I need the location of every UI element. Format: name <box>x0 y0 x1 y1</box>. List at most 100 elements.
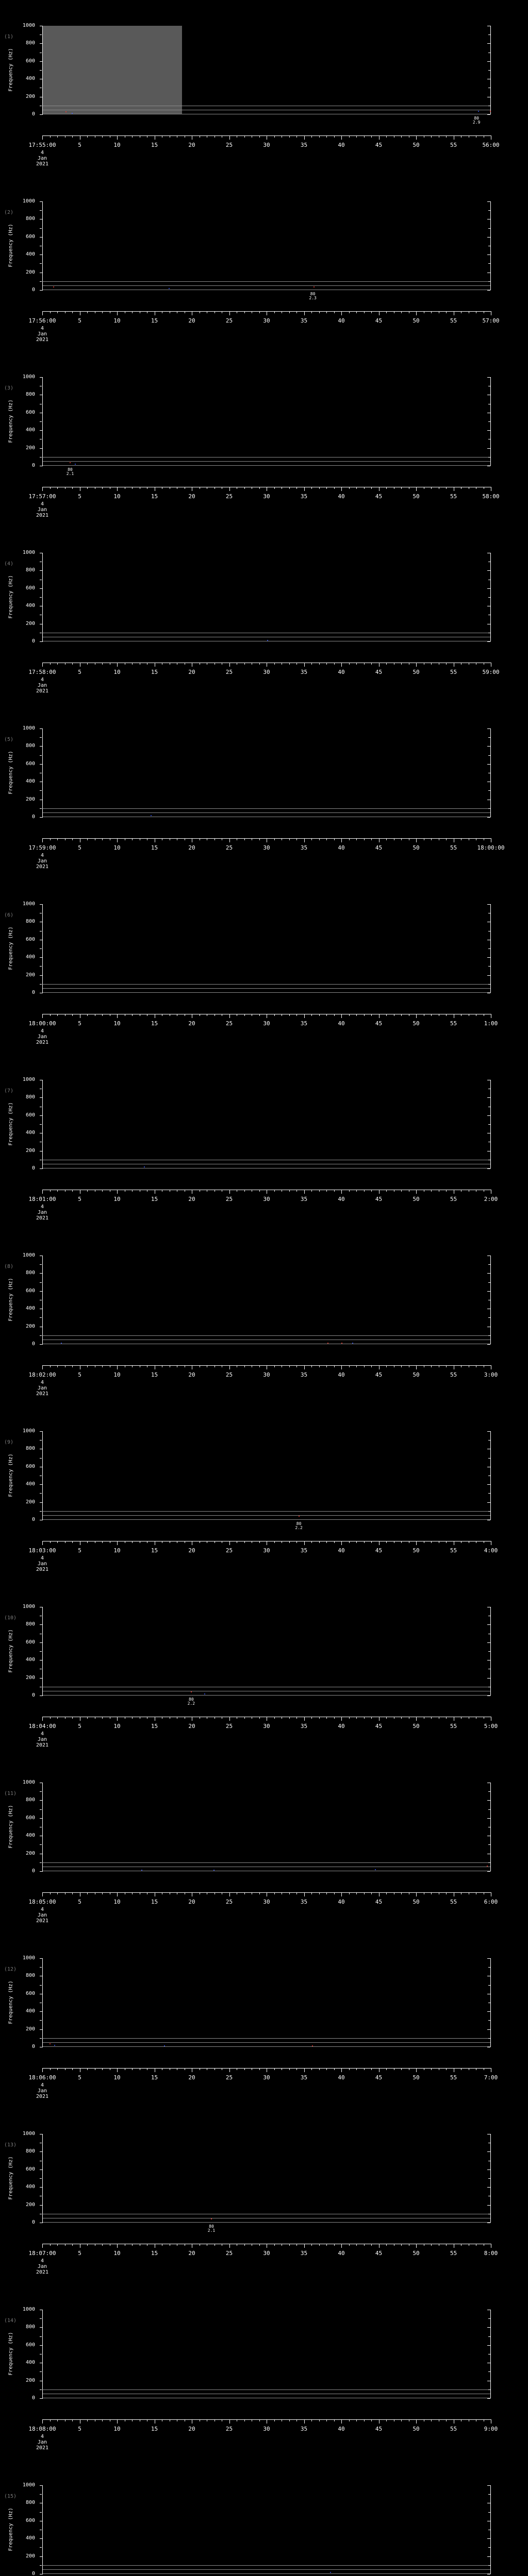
x-tick-mark-minor <box>334 311 335 313</box>
x-tick-label: 56:00 <box>482 142 500 148</box>
x-tick-mark-minor <box>50 311 51 313</box>
x-tick-label: 20 <box>188 493 195 500</box>
x-axis-labels: 17:56:00 5 10 15 20 25 30 35 40 45 50 55 57:00 <box>0 318 528 325</box>
x-tick-mark-minor <box>274 135 275 138</box>
x-tick-mark-minor <box>349 487 350 489</box>
x-tick-mark <box>304 1365 305 1369</box>
x-tick-mark-minor <box>319 311 320 313</box>
x-tick-mark-minor <box>50 1365 51 1367</box>
y-tick-mark <box>40 1115 43 1116</box>
x-tick-mark-minor <box>87 2244 88 2246</box>
right-tick-mark <box>487 1871 490 1872</box>
y-tick-label: 400 <box>25 1833 35 1839</box>
spectrogram-panel-11: (11) Frequency (Hz) 1000 800 600 400 200 0 18:05… <box>0 1761 528 1937</box>
x-tick-label: 55 <box>450 1723 457 1730</box>
x-tick-mark-minor <box>57 1892 58 1894</box>
x-tick-mark-minor <box>311 2068 312 2070</box>
x-tick-mark-minor <box>132 1014 133 1016</box>
y-tick-label: 1000 <box>22 1077 35 1082</box>
x-tick-mark-minor <box>356 1365 357 1367</box>
right-tick-mark <box>488 1124 490 1125</box>
x-tick-mark-minor <box>274 311 275 313</box>
x-tick-mark <box>229 2419 230 2424</box>
y-tick-label: 600 <box>25 2517 35 2523</box>
y-tick-mark-minor <box>40 210 42 211</box>
right-tick-mark <box>487 2187 490 2188</box>
y-tick-label: 200 <box>25 2553 35 2559</box>
x-tick-label: 55 <box>450 2250 457 2257</box>
x-tick-mark-minor <box>244 838 245 840</box>
spectrogram-panel-13: (13) Frequency (Hz) 1000 800 600 400 200 0 80 2.1… <box>0 2112 528 2288</box>
x-tick-mark <box>378 487 380 491</box>
y-tick-label: 0 <box>31 2044 35 2049</box>
y-tick-mark <box>40 2327 43 2328</box>
x-axis-date: 4 Jan 2021 <box>24 501 60 518</box>
x-tick-mark-minor <box>259 838 260 840</box>
y-tick-label: 400 <box>25 2184 35 2190</box>
x-tick-label: 45 <box>375 317 383 324</box>
y-tick-label: 800 <box>25 2500 35 2506</box>
x-tick-mark-minor <box>326 487 327 489</box>
x-tick-mark-minor <box>364 311 365 313</box>
y-tick-label: 1000 <box>22 23 35 28</box>
x-tick-mark-minor <box>386 311 387 313</box>
x-axis-labels: 18:03:00 5 10 15 20 25 30 35 40 45 50 55 4:00 <box>0 1548 528 1555</box>
x-tick-mark-minor <box>259 1365 260 1367</box>
spectrogram-panel-3: (3) Frequency (Hz) 1000 800 600 400 200 0 80 2.1 1… <box>0 355 528 531</box>
right-tick-mark <box>488 2389 490 2390</box>
x-tick-label: 2:00 <box>484 1196 498 1202</box>
y-tick-mark-minor <box>40 1317 42 1318</box>
x-tick-mark-minor <box>132 1365 133 1367</box>
x-tick-mark-minor <box>259 1541 260 1543</box>
y-tick-mark-minor <box>40 1967 42 1968</box>
x-tick-label: 20 <box>188 1547 195 1554</box>
right-tick-mark <box>488 2565 490 2566</box>
y-tick-label: 800 <box>25 1094 35 1100</box>
spectrogram-panel-14: (14) Frequency (Hz) 1000 800 600 400 200 0 18:08… <box>0 2288 528 2464</box>
date-line-2: Jan <box>37 507 47 513</box>
x-tick-mark-minor <box>326 1717 327 1719</box>
y-tick-mark <box>40 2345 43 2346</box>
detection-marker <box>327 1342 329 1344</box>
y-tick-label: 800 <box>25 1797 35 1803</box>
x-tick-mark-minor <box>431 1365 432 1367</box>
y-tick-label: 0 <box>31 2395 35 2401</box>
x-tick-mark-minor <box>311 1541 312 1543</box>
x-axis-labels: 18:08:00 5 10 15 20 25 30 35 40 45 50 55 9:00 <box>0 2426 528 2433</box>
plot-area <box>42 2485 491 2574</box>
right-tick-mark <box>487 1291 490 1292</box>
detection-marker <box>211 2218 212 2220</box>
x-tick-mark-minor <box>50 1190 51 1192</box>
x-tick-label: 55 <box>450 1196 457 1202</box>
right-tick-mark <box>487 1800 490 1801</box>
x-tick-mark-minor <box>446 838 447 840</box>
x-tick-mark-minor <box>401 135 402 138</box>
y-tick-label: 800 <box>25 2324 35 2330</box>
y-tick-label: 0 <box>31 1692 35 1698</box>
x-tick-mark-minor <box>244 1365 245 1367</box>
y-tick-mark <box>40 975 43 976</box>
x-tick-mark-minor <box>102 1190 103 1192</box>
x-tick-label: 20 <box>188 2074 195 2081</box>
x-tick-label: 40 <box>338 2250 345 2257</box>
x-tick-label: 50 <box>412 317 420 324</box>
x-tick-label: 15 <box>151 1020 158 1027</box>
y-tick-mark <box>40 1871 43 1872</box>
reference-line <box>43 1511 490 1512</box>
x-tick-mark-minor <box>289 2419 290 2421</box>
x-tick-mark-minor <box>214 487 215 489</box>
right-tick-mark <box>488 2178 490 2179</box>
x-tick-mark-minor <box>371 2068 372 2070</box>
x-tick-mark-minor <box>401 838 402 840</box>
y-tick-label: 400 <box>25 1306 35 1312</box>
right-tick-mark <box>488 737 490 738</box>
y-tick-label: 200 <box>25 93 35 99</box>
x-tick-mark-minor <box>57 1014 58 1016</box>
date-line-1: 4 <box>40 1380 44 1385</box>
x-tick-label: 30 <box>263 844 270 851</box>
y-tick-label: 200 <box>25 2377 35 2383</box>
x-tick-mark-minor <box>319 1014 320 1016</box>
x-tick-mark-minor <box>72 487 73 489</box>
y-tick-mark-minor <box>40 1844 42 1845</box>
reference-line <box>43 812 490 814</box>
